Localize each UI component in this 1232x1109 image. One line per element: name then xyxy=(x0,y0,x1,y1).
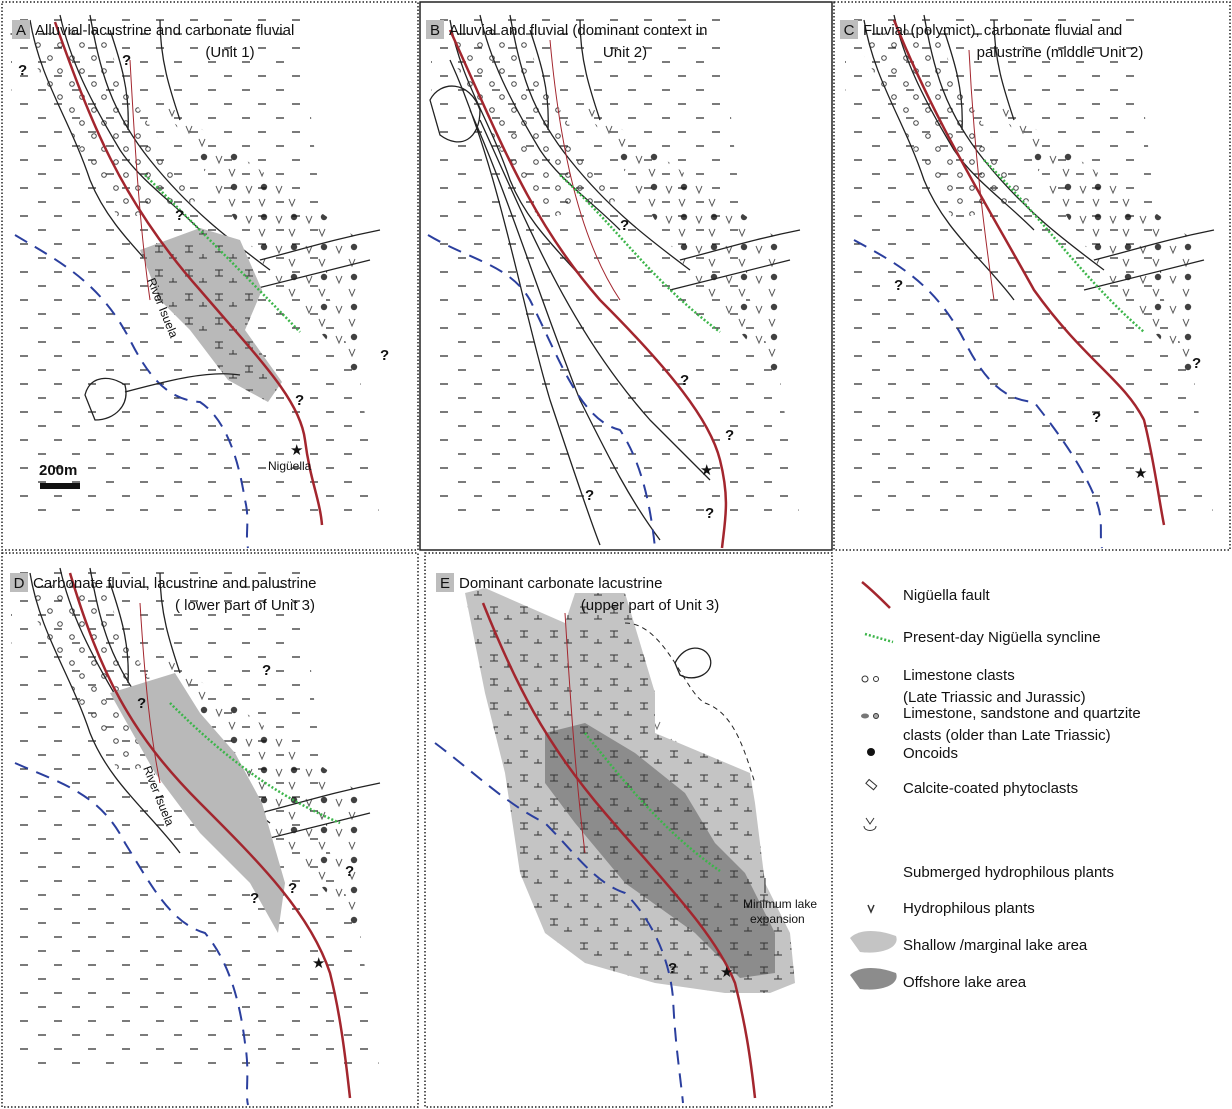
legend-label: Calcite-coated phytoclasts xyxy=(903,780,1078,797)
star: ★ xyxy=(290,442,303,459)
panel-e: ★ ? Minimum lake expansion xyxy=(435,588,817,1103)
figure: 200m ★ Nigüella River Isuela ? ? ? ? ? ★… xyxy=(0,0,1232,1109)
lake-symbols xyxy=(465,588,795,993)
panel-letter: A xyxy=(16,22,26,39)
unknown-mark: ? xyxy=(585,487,594,504)
star: ★ xyxy=(1134,465,1147,482)
unknown-mark: ? xyxy=(705,505,714,522)
legend-label: Submerged hydrophilous plants xyxy=(903,864,1114,881)
legend-clast xyxy=(862,676,868,682)
unknown-mark: ? xyxy=(725,427,734,444)
legend-label: Nigüella fault xyxy=(903,587,991,604)
unknown-mark: ? xyxy=(680,372,689,389)
panel-title: (Unit 1) xyxy=(205,44,254,61)
legend-label: Offshore lake area xyxy=(903,974,1027,991)
panel-title: Alluvial-lacustrine and carbonate fluvia… xyxy=(35,22,294,39)
legend-offshore xyxy=(850,968,897,990)
unknown-mark: ? xyxy=(894,277,903,294)
legend-label: Oncoids xyxy=(903,745,958,762)
legend-clast xyxy=(874,677,879,682)
legend-phytoclast xyxy=(866,779,877,789)
legend-label: Shallow /marginal lake area xyxy=(903,937,1088,954)
map-base xyxy=(844,10,1214,520)
unknown-mark: ? xyxy=(1192,355,1201,372)
panel-title: Carbonate fluvial, lacustrine and palust… xyxy=(33,575,317,592)
legend-oncoid xyxy=(867,748,875,756)
unknown-mark: ? xyxy=(668,960,677,977)
unknown-mark: ? xyxy=(288,880,297,897)
panel-title: palustrine (middle Unit 2) xyxy=(977,44,1144,61)
map-base xyxy=(430,10,800,520)
panel-title: Fluvial (polymict), carbonate fluvial an… xyxy=(863,22,1122,39)
legend-plant xyxy=(868,905,874,912)
panel-title: Dominant carbonate lacustrine xyxy=(459,575,662,592)
unknown-mark: ? xyxy=(18,62,27,79)
town-label: Nigüella xyxy=(268,459,312,473)
unknown-mark: ? xyxy=(122,52,131,69)
legend-clast xyxy=(861,714,869,719)
panel-letter: E xyxy=(440,575,450,592)
legend-label: Limestone clasts xyxy=(903,667,1015,684)
body: 200m ★ Nigüella River Isuela ? ? ? ? ? ★… xyxy=(0,0,1232,1109)
scale-bar xyxy=(40,483,80,489)
legend: Nigüella fault Present-day Nigüella syncl… xyxy=(903,587,1141,991)
star: ★ xyxy=(700,462,713,479)
legend-label: clasts (older than Late Triassic) xyxy=(903,727,1111,744)
panel-letter: D xyxy=(14,575,25,592)
page: Paleogeographic maps {"panels": [ {"lett… xyxy=(0,0,1232,1109)
panel-title: Alluvial and fluvial (dominant context i… xyxy=(449,22,707,39)
panel-a: 200m ★ Nigüella River Isuela ? ? ? ? ? xyxy=(10,10,389,548)
unknown-mark: ? xyxy=(1092,409,1101,426)
star: ★ xyxy=(312,955,325,972)
unknown-mark: ? xyxy=(345,863,354,880)
legend-label: (Late Triassic and Jurassic) xyxy=(903,689,1086,706)
lake-note: expansion xyxy=(750,912,805,926)
legend-shallow xyxy=(850,931,897,953)
legend-symbols xyxy=(850,582,897,990)
panel-letter: C xyxy=(844,22,855,39)
panel-letter: B xyxy=(430,22,440,39)
unknown-mark: ? xyxy=(380,347,389,364)
legend-label: Hydrophilous plants xyxy=(903,900,1035,917)
unknown-mark: ? xyxy=(620,217,629,234)
channel xyxy=(675,648,711,678)
legend-label: Limestone, sandstone and quartzite xyxy=(903,705,1141,722)
scale-label: 200m xyxy=(39,462,77,479)
lake-note: Minimum lake xyxy=(743,897,817,911)
star: ★ xyxy=(720,964,733,981)
legend-label: Present-day Nigüella syncline xyxy=(903,629,1101,646)
panel-title: (upper part of Unit 3) xyxy=(581,597,719,614)
legend-syncline xyxy=(865,634,893,642)
panel-title: Unit 2) xyxy=(603,44,647,61)
unknown-mark: ? xyxy=(175,207,184,224)
unknown-mark: ? xyxy=(250,890,259,907)
unknown-mark: ? xyxy=(137,695,146,712)
unknown-mark: ? xyxy=(295,392,304,409)
panel-d: ★ River Isuela ? ? ? ? ? xyxy=(10,563,380,1105)
unknown-mark: ? xyxy=(262,662,271,679)
legend-clast xyxy=(874,714,879,719)
panel-c: ★ ? ? ? xyxy=(844,10,1214,548)
legend-submerged-plant xyxy=(864,818,876,831)
panel-title: ( lower part of Unit 3) xyxy=(175,597,315,614)
panel-b: ★ ? ? ? ? ? xyxy=(428,10,800,548)
legend-fault xyxy=(862,582,890,608)
